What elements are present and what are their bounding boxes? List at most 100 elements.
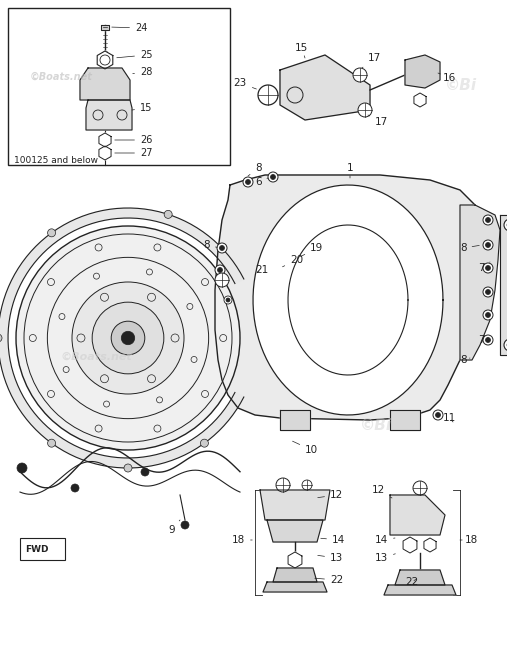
Circle shape xyxy=(17,463,27,473)
Polygon shape xyxy=(460,205,500,360)
Text: 14: 14 xyxy=(375,535,395,545)
Text: 2: 2 xyxy=(0,662,1,663)
Bar xyxy=(20,538,65,560)
Circle shape xyxy=(353,68,367,82)
Text: 5: 5 xyxy=(0,662,1,663)
Circle shape xyxy=(433,410,443,420)
Text: 4: 4 xyxy=(0,662,1,663)
Circle shape xyxy=(121,332,135,345)
Polygon shape xyxy=(273,568,317,582)
Polygon shape xyxy=(280,410,310,430)
Polygon shape xyxy=(260,490,330,520)
Text: 12: 12 xyxy=(318,490,343,500)
Circle shape xyxy=(218,267,223,272)
Circle shape xyxy=(486,217,490,223)
Circle shape xyxy=(72,282,184,394)
Circle shape xyxy=(71,484,79,492)
Circle shape xyxy=(413,481,427,495)
Circle shape xyxy=(48,439,56,447)
Text: 100125 and below: 100125 and below xyxy=(14,156,98,164)
Polygon shape xyxy=(390,410,420,430)
Polygon shape xyxy=(267,520,323,542)
Polygon shape xyxy=(500,215,507,355)
Circle shape xyxy=(483,263,493,273)
Circle shape xyxy=(164,210,172,218)
Polygon shape xyxy=(99,133,111,147)
Text: ©Boats.net: ©Boats.net xyxy=(60,352,132,362)
Text: 4: 4 xyxy=(0,662,1,663)
Polygon shape xyxy=(101,25,109,30)
Text: 18: 18 xyxy=(232,535,252,545)
Text: 21: 21 xyxy=(255,265,268,275)
Text: 15: 15 xyxy=(295,43,308,58)
Circle shape xyxy=(276,478,290,492)
Text: ©Bi: ©Bi xyxy=(445,78,477,93)
Text: 10: 10 xyxy=(293,441,318,455)
Text: ©Boats.net: ©Boats.net xyxy=(30,72,93,82)
Text: ©Bi: ©Bi xyxy=(360,418,392,433)
Polygon shape xyxy=(215,175,480,420)
Circle shape xyxy=(111,321,145,355)
Circle shape xyxy=(181,521,189,529)
Circle shape xyxy=(141,468,149,476)
Circle shape xyxy=(302,480,312,490)
Circle shape xyxy=(258,85,278,105)
Text: 7: 7 xyxy=(478,335,488,345)
Text: 23: 23 xyxy=(234,78,257,89)
Text: 17: 17 xyxy=(362,53,381,68)
Polygon shape xyxy=(97,51,113,69)
Circle shape xyxy=(486,265,490,271)
Polygon shape xyxy=(263,582,327,592)
Circle shape xyxy=(486,290,490,294)
Circle shape xyxy=(436,412,441,418)
Circle shape xyxy=(483,287,493,297)
Circle shape xyxy=(215,273,229,287)
Text: 13: 13 xyxy=(318,553,343,563)
Circle shape xyxy=(504,339,507,351)
Circle shape xyxy=(0,334,2,342)
Text: 22: 22 xyxy=(405,577,418,587)
Circle shape xyxy=(483,310,493,320)
Polygon shape xyxy=(384,585,456,595)
Polygon shape xyxy=(86,100,132,130)
Circle shape xyxy=(486,243,490,247)
Text: 8: 8 xyxy=(460,243,479,253)
Circle shape xyxy=(504,219,507,231)
Text: 9: 9 xyxy=(168,520,180,535)
Text: 12: 12 xyxy=(372,485,392,498)
Polygon shape xyxy=(390,495,445,535)
Text: 22: 22 xyxy=(315,575,343,585)
Circle shape xyxy=(268,172,278,182)
Text: 19: 19 xyxy=(301,243,323,257)
Polygon shape xyxy=(280,55,370,120)
Text: 27: 27 xyxy=(115,148,153,158)
Text: 17: 17 xyxy=(368,115,388,127)
Circle shape xyxy=(92,302,164,374)
Polygon shape xyxy=(80,68,130,100)
Polygon shape xyxy=(99,146,111,160)
Text: 6: 6 xyxy=(255,177,268,187)
Circle shape xyxy=(483,215,493,225)
Circle shape xyxy=(243,177,253,187)
Circle shape xyxy=(215,265,225,275)
Text: 8: 8 xyxy=(460,355,470,365)
Text: 25: 25 xyxy=(117,50,153,60)
Text: 13: 13 xyxy=(375,553,395,563)
Circle shape xyxy=(16,226,240,450)
Circle shape xyxy=(245,180,250,184)
Circle shape xyxy=(100,55,110,65)
Text: 24: 24 xyxy=(112,23,148,33)
Bar xyxy=(8,8,230,165)
Text: 20: 20 xyxy=(282,255,303,267)
Text: 26: 26 xyxy=(115,135,153,145)
Circle shape xyxy=(48,229,56,237)
Text: 1: 1 xyxy=(347,163,353,178)
Text: 18: 18 xyxy=(460,535,478,545)
Circle shape xyxy=(220,245,225,251)
Circle shape xyxy=(271,174,275,180)
Circle shape xyxy=(358,103,372,117)
Circle shape xyxy=(483,335,493,345)
Circle shape xyxy=(224,296,232,304)
Text: 8: 8 xyxy=(248,163,262,176)
Text: 16: 16 xyxy=(438,73,456,83)
